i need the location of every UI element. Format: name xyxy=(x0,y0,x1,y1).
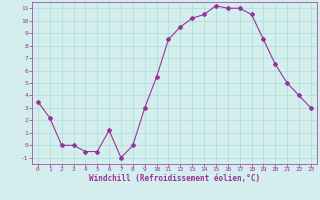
X-axis label: Windchill (Refroidissement éolien,°C): Windchill (Refroidissement éolien,°C) xyxy=(89,174,260,183)
